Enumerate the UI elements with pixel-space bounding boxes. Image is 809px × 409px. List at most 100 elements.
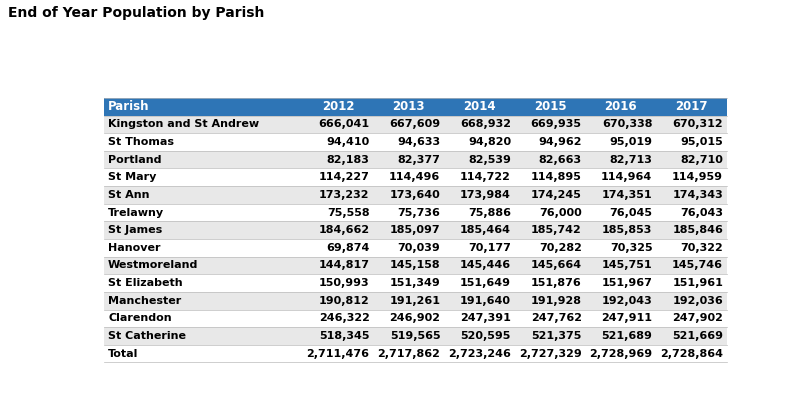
Text: St Thomas: St Thomas (108, 137, 174, 147)
Bar (104, 274, 303, 292)
Text: 192,036: 192,036 (672, 296, 723, 306)
Bar (303, 327, 374, 345)
Text: 114,722: 114,722 (460, 172, 511, 182)
Text: 114,959: 114,959 (672, 172, 723, 182)
Bar (586, 133, 656, 151)
Bar (656, 98, 726, 115)
Text: 145,158: 145,158 (390, 261, 440, 270)
Bar (303, 133, 374, 151)
Bar (656, 274, 726, 292)
Text: 82,713: 82,713 (609, 155, 652, 164)
Bar (374, 345, 444, 362)
Bar (515, 221, 586, 239)
Bar (303, 221, 374, 239)
Text: 114,895: 114,895 (531, 172, 582, 182)
Bar (104, 292, 303, 310)
Bar (586, 292, 656, 310)
Bar (374, 133, 444, 151)
Text: 69,874: 69,874 (326, 243, 370, 253)
Text: 246,322: 246,322 (319, 313, 370, 324)
Bar (515, 327, 586, 345)
Text: 151,876: 151,876 (531, 278, 582, 288)
Bar (586, 186, 656, 204)
Bar (374, 274, 444, 292)
Bar (656, 327, 726, 345)
Text: 2015: 2015 (534, 100, 566, 113)
Text: 2,711,476: 2,711,476 (307, 348, 370, 359)
Bar (586, 204, 656, 221)
Text: Total: Total (108, 348, 138, 359)
Text: 521,669: 521,669 (672, 331, 723, 341)
Bar (303, 115, 374, 133)
Bar (444, 151, 515, 169)
Text: 2,727,329: 2,727,329 (519, 348, 582, 359)
Text: 670,312: 670,312 (672, 119, 723, 129)
Bar (515, 256, 586, 274)
Text: 670,338: 670,338 (602, 119, 652, 129)
Bar (374, 239, 444, 256)
Bar (104, 310, 303, 327)
Text: 95,019: 95,019 (609, 137, 652, 147)
Bar (444, 186, 515, 204)
Bar (515, 239, 586, 256)
Text: St James: St James (108, 225, 163, 235)
Bar (374, 292, 444, 310)
Bar (104, 256, 303, 274)
Bar (656, 151, 726, 169)
Bar (444, 345, 515, 362)
Text: Kingston and St Andrew: Kingston and St Andrew (108, 119, 259, 129)
Text: 518,345: 518,345 (319, 331, 370, 341)
Text: 185,464: 185,464 (460, 225, 511, 235)
Text: 70,039: 70,039 (397, 243, 440, 253)
Text: 94,410: 94,410 (326, 137, 370, 147)
Text: 2012: 2012 (322, 100, 354, 113)
Bar (104, 221, 303, 239)
Text: 173,640: 173,640 (390, 190, 440, 200)
Bar (515, 292, 586, 310)
Bar (515, 204, 586, 221)
Text: 114,964: 114,964 (601, 172, 652, 182)
Text: 2017: 2017 (676, 100, 708, 113)
Text: 192,043: 192,043 (602, 296, 652, 306)
Text: 247,911: 247,911 (601, 313, 652, 324)
Text: 174,343: 174,343 (672, 190, 723, 200)
Text: 94,962: 94,962 (538, 137, 582, 147)
Bar (586, 256, 656, 274)
Text: 173,984: 173,984 (460, 190, 511, 200)
Text: 185,742: 185,742 (531, 225, 582, 235)
Bar (444, 292, 515, 310)
Bar (656, 169, 726, 186)
Bar (656, 310, 726, 327)
Text: 246,902: 246,902 (389, 313, 440, 324)
Bar (515, 310, 586, 327)
Bar (444, 133, 515, 151)
Text: 76,045: 76,045 (609, 207, 652, 218)
Bar (586, 115, 656, 133)
Bar (374, 256, 444, 274)
Text: 521,375: 521,375 (532, 331, 582, 341)
Text: 666,041: 666,041 (319, 119, 370, 129)
Bar (515, 151, 586, 169)
Text: 82,710: 82,710 (680, 155, 723, 164)
Bar (104, 115, 303, 133)
Bar (656, 115, 726, 133)
Bar (303, 256, 374, 274)
Text: 82,377: 82,377 (397, 155, 440, 164)
Bar (104, 239, 303, 256)
Text: Trelawny: Trelawny (108, 207, 164, 218)
Text: Parish: Parish (108, 100, 150, 113)
Text: 191,261: 191,261 (389, 296, 440, 306)
Text: 185,097: 185,097 (390, 225, 440, 235)
Text: 75,886: 75,886 (468, 207, 511, 218)
Bar (656, 133, 726, 151)
Bar (303, 239, 374, 256)
Text: 76,043: 76,043 (680, 207, 723, 218)
Bar (515, 133, 586, 151)
Bar (303, 310, 374, 327)
Bar (586, 310, 656, 327)
Text: 2,723,246: 2,723,246 (448, 348, 511, 359)
Bar (374, 310, 444, 327)
Bar (656, 345, 726, 362)
Bar (374, 115, 444, 133)
Bar (515, 169, 586, 186)
